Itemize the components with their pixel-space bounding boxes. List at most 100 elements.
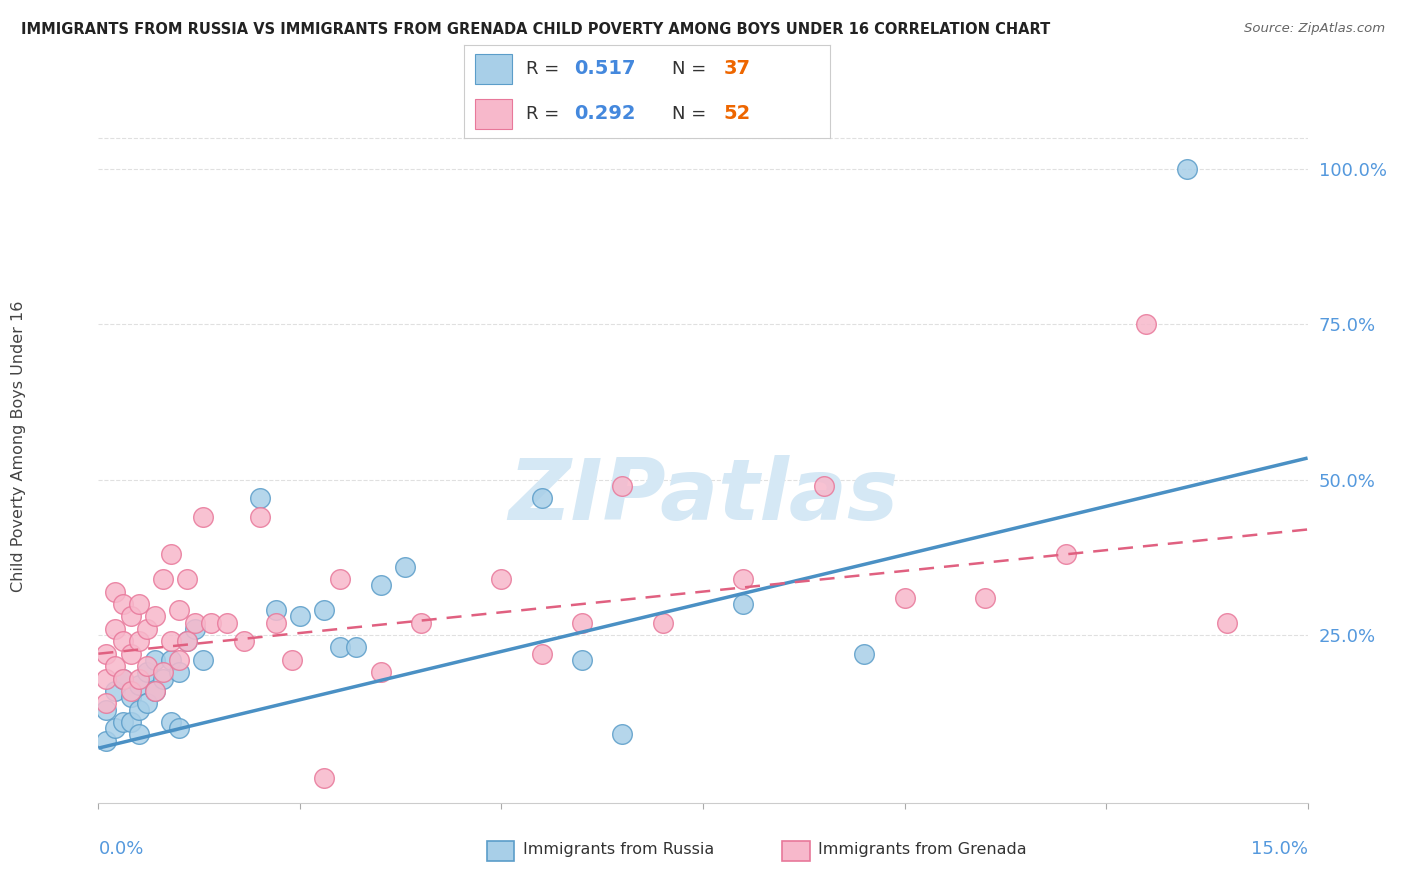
Point — [1054, 547, 1077, 561]
Point — [329, 640, 352, 655]
Point — [176, 572, 198, 586]
Point — [111, 634, 134, 648]
Point — [733, 572, 755, 586]
Point — [176, 634, 198, 648]
Point — [152, 572, 174, 586]
Point — [314, 603, 336, 617]
Point — [217, 615, 239, 630]
Point — [103, 684, 125, 698]
Point — [120, 647, 142, 661]
Point — [193, 510, 215, 524]
Point — [612, 727, 634, 741]
Point — [167, 603, 190, 617]
Point — [184, 615, 207, 630]
Point — [288, 609, 311, 624]
Point — [1216, 615, 1239, 630]
Text: 0.517: 0.517 — [574, 60, 636, 78]
Point — [160, 653, 183, 667]
Point — [491, 572, 513, 586]
Point — [853, 647, 876, 661]
Text: N =: N = — [672, 105, 713, 123]
Point — [1135, 318, 1157, 332]
Point — [329, 572, 352, 586]
Point — [128, 727, 150, 741]
Point — [111, 672, 134, 686]
Point — [152, 665, 174, 680]
Point — [200, 615, 222, 630]
Point — [103, 721, 125, 735]
Point — [264, 603, 287, 617]
Point — [167, 721, 190, 735]
Point — [176, 634, 198, 648]
Point — [120, 684, 142, 698]
Text: 37: 37 — [724, 60, 751, 78]
Point — [571, 615, 593, 630]
Point — [143, 684, 166, 698]
Text: 15.0%: 15.0% — [1250, 840, 1308, 858]
Text: R =: R = — [526, 105, 565, 123]
Point — [128, 634, 150, 648]
Point — [651, 615, 673, 630]
Point — [571, 653, 593, 667]
Text: Immigrants from Russia: Immigrants from Russia — [523, 842, 714, 856]
Text: 0.292: 0.292 — [574, 104, 636, 123]
Point — [111, 672, 134, 686]
Point — [143, 653, 166, 667]
Point — [167, 653, 190, 667]
Point — [160, 714, 183, 729]
Point — [893, 591, 915, 605]
Point — [128, 597, 150, 611]
Point — [394, 559, 416, 574]
Bar — [475, 99, 512, 129]
Bar — [782, 841, 810, 861]
Point — [184, 622, 207, 636]
Point — [314, 771, 336, 785]
Point — [232, 634, 254, 648]
Text: ZIPatlas: ZIPatlas — [508, 455, 898, 538]
Point — [128, 672, 150, 686]
Point — [167, 665, 190, 680]
Point — [974, 591, 997, 605]
Point — [120, 690, 142, 705]
Point — [344, 640, 367, 655]
Point — [193, 653, 215, 667]
Text: Child Poverty Among Boys Under 16: Child Poverty Among Boys Under 16 — [11, 301, 25, 591]
Point — [128, 678, 150, 692]
Point — [264, 615, 287, 630]
Text: Immigrants from Grenada: Immigrants from Grenada — [818, 842, 1026, 856]
Point — [370, 578, 392, 592]
Point — [530, 647, 553, 661]
Point — [103, 622, 125, 636]
Point — [111, 714, 134, 729]
Point — [733, 597, 755, 611]
Point — [96, 733, 118, 747]
Point — [152, 672, 174, 686]
Text: N =: N = — [672, 60, 713, 78]
Bar — [486, 841, 515, 861]
Point — [1175, 162, 1198, 177]
Point — [120, 609, 142, 624]
Point — [103, 584, 125, 599]
Point — [103, 659, 125, 673]
Point — [96, 647, 118, 661]
Point — [143, 609, 166, 624]
Point — [530, 491, 553, 506]
Point — [143, 684, 166, 698]
Point — [409, 615, 432, 630]
Text: 52: 52 — [724, 104, 751, 123]
Point — [96, 697, 118, 711]
Point — [120, 714, 142, 729]
Point — [370, 665, 392, 680]
Point — [281, 653, 304, 667]
Text: IMMIGRANTS FROM RUSSIA VS IMMIGRANTS FROM GRENADA CHILD POVERTY AMONG BOYS UNDER: IMMIGRANTS FROM RUSSIA VS IMMIGRANTS FRO… — [21, 22, 1050, 37]
Text: Source: ZipAtlas.com: Source: ZipAtlas.com — [1244, 22, 1385, 36]
Point — [96, 672, 118, 686]
Bar — [475, 54, 512, 84]
Text: R =: R = — [526, 60, 565, 78]
Text: 0.0%: 0.0% — [98, 840, 143, 858]
Point — [128, 703, 150, 717]
Point — [135, 697, 157, 711]
Point — [135, 622, 157, 636]
Point — [135, 659, 157, 673]
Point — [249, 510, 271, 524]
